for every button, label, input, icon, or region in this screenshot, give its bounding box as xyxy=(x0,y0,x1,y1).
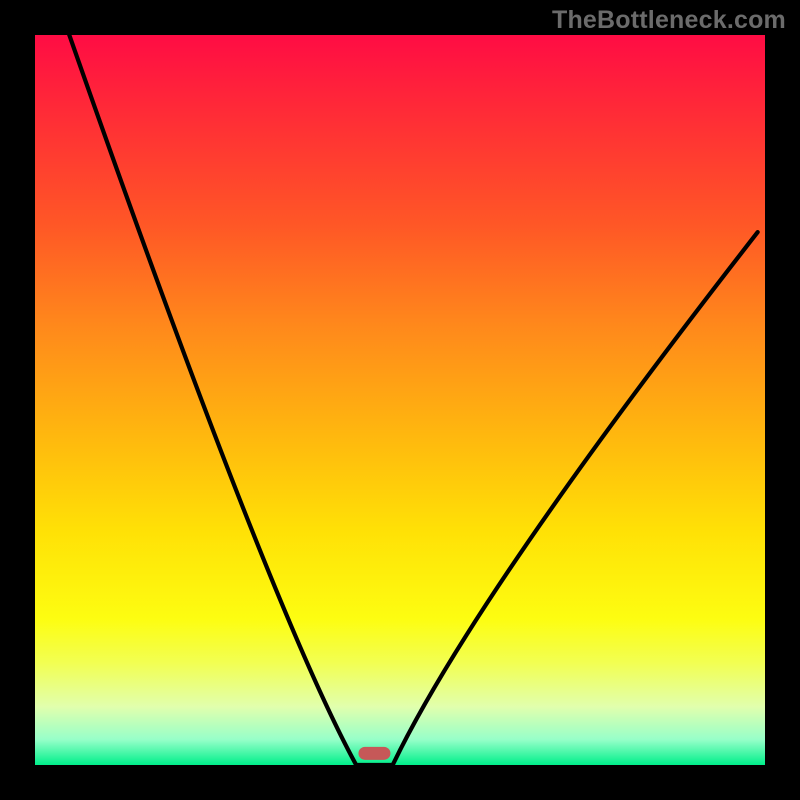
axis-frame-left xyxy=(0,0,35,800)
axis-frame-bottom xyxy=(0,765,800,800)
bottleneck-chart xyxy=(0,0,800,800)
watermark-text: TheBottleneck.com xyxy=(552,6,786,35)
plot-gradient-background xyxy=(35,35,765,765)
axis-frame-right xyxy=(765,0,800,800)
chart-container: TheBottleneck.com xyxy=(0,0,800,800)
optimal-marker xyxy=(358,747,390,760)
